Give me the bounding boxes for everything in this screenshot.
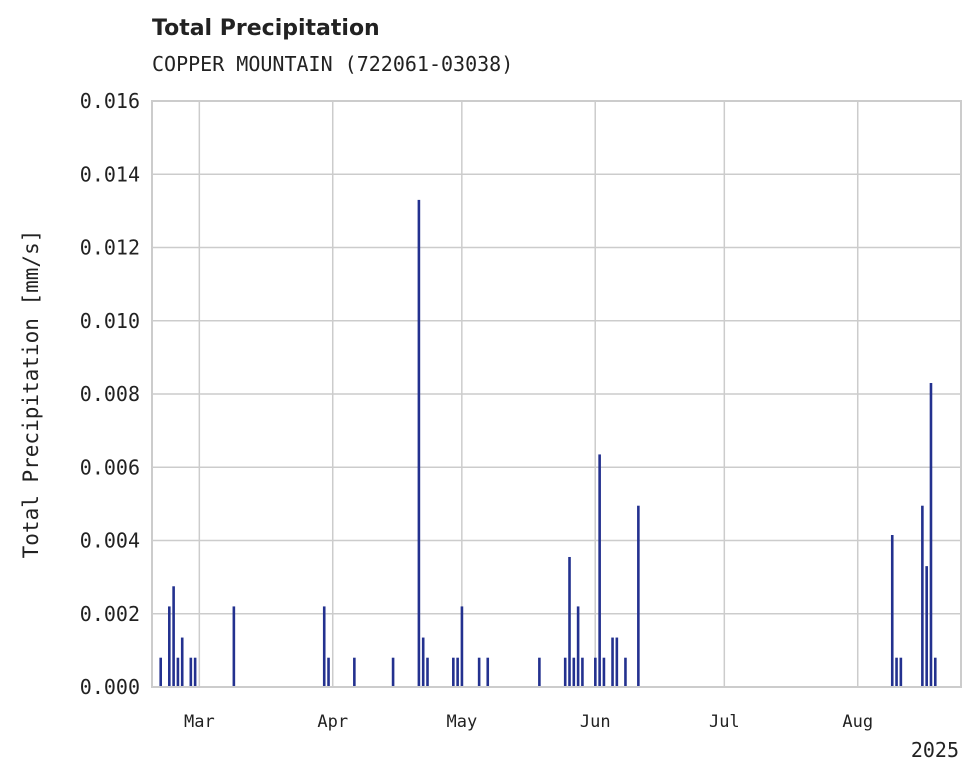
chart-title: Total Precipitation	[152, 16, 380, 41]
y-tick-label: 0.004	[80, 529, 140, 553]
precip-bar	[581, 657, 584, 687]
y-tick-label: 0.014	[80, 162, 140, 186]
y-tick-labels: 0.000 0.002 0.004 0.006 0.008 0.010 0.012 0.014…	[80, 89, 140, 699]
x-tick-label: Jun	[580, 712, 611, 732]
precip-bar	[189, 657, 193, 687]
x-tick-labels: Mar Apr May Jun Jul Aug	[184, 712, 873, 732]
precip-bar	[176, 657, 180, 687]
precip-bar	[890, 535, 894, 687]
precip-bar	[615, 637, 619, 687]
y-tick-label: 0.002	[80, 602, 140, 626]
precip-bar	[322, 606, 326, 687]
precip-bar	[624, 657, 627, 687]
precip-bar	[563, 657, 567, 687]
precip-bar	[421, 637, 425, 687]
precip-bar	[193, 657, 197, 687]
y-tick-label: 0.016	[80, 89, 140, 113]
year-label: 2025	[911, 738, 959, 762]
precip-bar	[180, 637, 184, 687]
precip-bar	[611, 637, 614, 687]
y-tick-label: 0.000	[80, 675, 140, 699]
precip-bar	[602, 657, 606, 687]
precip-bar	[538, 657, 541, 687]
precip-bar	[921, 505, 924, 687]
precip-bar	[895, 657, 898, 687]
precip-bar	[159, 657, 163, 687]
precip-bar	[637, 505, 640, 687]
precip-bar	[899, 657, 903, 687]
precip-bar	[925, 566, 928, 687]
precip-bar	[486, 657, 490, 687]
precip-bar	[594, 657, 597, 687]
precip-bar	[456, 657, 459, 687]
precip-bar	[232, 606, 236, 687]
plot-frame	[151, 100, 962, 688]
precip-bar	[477, 657, 481, 687]
x-tick-label: Mar	[184, 712, 215, 732]
precip-bar	[417, 199, 421, 687]
precip-bar	[933, 657, 937, 687]
bars	[159, 199, 937, 687]
x-tick-label: Aug	[842, 712, 873, 732]
x-tick-label: Apr	[317, 712, 348, 732]
precip-bar	[391, 657, 395, 687]
precip-bar	[568, 556, 571, 687]
y-axis-label: Total Precipitation [mm/s]	[19, 230, 43, 559]
precip-bar	[576, 606, 580, 687]
chart-subtitle: COPPER MOUNTAIN (722061-03038)	[152, 52, 514, 76]
precip-bar	[327, 657, 330, 687]
x-tick-label: Jul	[709, 712, 740, 732]
precip-bar	[460, 606, 464, 687]
precip-bar	[572, 657, 576, 687]
precip-bar	[929, 383, 933, 687]
precip-bar	[426, 657, 429, 687]
y-tick-label: 0.012	[80, 236, 140, 260]
precip-bar	[598, 454, 601, 687]
y-tick-label: 0.006	[80, 455, 140, 479]
y-tick-label: 0.008	[80, 382, 140, 406]
precip-bar	[353, 657, 356, 687]
y-tick-label: 0.010	[80, 309, 140, 333]
precip-bar	[172, 586, 175, 687]
precip-bar	[168, 606, 171, 687]
grid-lines	[152, 100, 961, 688]
x-tick-label: May	[446, 712, 477, 732]
precip-bar	[452, 657, 455, 687]
